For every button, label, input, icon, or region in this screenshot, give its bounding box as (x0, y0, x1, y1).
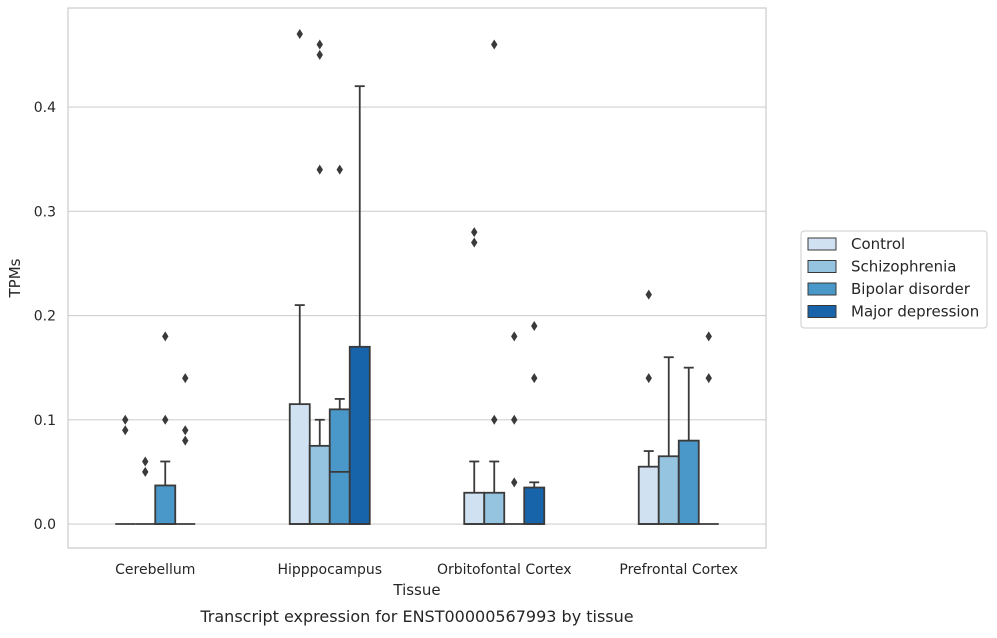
box-plot-box (348, 85, 371, 525)
chart-caption: Transcript expression for ENST0000056799… (199, 607, 633, 626)
box-rect (288, 403, 311, 525)
box-plot-box (504, 331, 525, 525)
box-rect (328, 408, 351, 525)
x-tick-label: Prefrontal Cortex (619, 562, 738, 578)
outlier-point (511, 331, 518, 342)
box-plot-box (154, 331, 177, 525)
x-tick-label: Orbitofontal Cortex (437, 562, 572, 578)
box-plot-box (523, 320, 546, 525)
box-plot-box (463, 227, 486, 525)
box-plot-box (288, 29, 311, 525)
outlier-point (182, 373, 189, 384)
x-axis-label: Tissue (392, 581, 440, 599)
outlier-point (645, 373, 652, 384)
outlier-point (471, 227, 478, 238)
outlier-point (471, 237, 478, 248)
outlier-point (705, 331, 712, 342)
legend-label: Bipolar disorder (851, 280, 971, 298)
box-rect (308, 444, 331, 525)
box-plot-box (308, 39, 331, 525)
box-rect (154, 484, 177, 525)
outlier-point (182, 435, 189, 446)
box-rect (637, 465, 660, 525)
outlier-point (531, 320, 538, 331)
outlier-point (491, 39, 498, 50)
outlier-point (182, 425, 189, 436)
box-plot-box (175, 373, 196, 525)
outlier-point (705, 373, 712, 384)
outlier-point (142, 456, 149, 467)
box-plot-box (637, 289, 660, 525)
box-plot-series (115, 29, 719, 525)
legend-label: Control (851, 235, 905, 253)
legend: Control Schizophrenia Bipolar disorder Majo… (800, 230, 988, 329)
box-rect (677, 439, 700, 525)
box-plot-box (115, 414, 136, 525)
axis-ticks: 0.0 0.1 0.2 0.3 0.4 Cerebellum Hipppocampus Orb… (34, 100, 738, 578)
box-rect (523, 486, 546, 525)
outlier-point (296, 29, 303, 40)
legend-box (800, 230, 988, 329)
box-plot-box (135, 456, 156, 525)
outlier-point (122, 425, 129, 436)
outlier-point (162, 414, 169, 425)
outlier-point (142, 466, 149, 477)
x-tick-label: Hipppocampus (277, 562, 382, 578)
legend-swatch (807, 237, 837, 251)
box-rect (657, 455, 680, 525)
outlier-point (511, 477, 518, 488)
y-tick-label: 0.4 (34, 100, 56, 116)
box-plot-box (657, 356, 680, 525)
y-tick-label: 0.3 (34, 204, 56, 220)
outlier-point (531, 373, 538, 384)
outlier-point (316, 164, 323, 175)
legend-label: Schizophrenia (851, 258, 956, 276)
y-axis-label: TPMs (6, 258, 24, 298)
box-plot-box (677, 366, 700, 525)
outlier-point (511, 414, 518, 425)
box-plot-box (698, 331, 719, 525)
legend-swatch (807, 260, 837, 273)
legend-swatch (807, 305, 837, 318)
legend-swatch (807, 282, 837, 296)
outlier-point (162, 331, 169, 342)
box-rect (348, 345, 371, 525)
plot-frame (67, 7, 767, 549)
y-tick-label: 0.1 (34, 413, 56, 429)
y-tick-label: 0.0 (34, 517, 56, 533)
box-rect (463, 491, 486, 525)
box-plot-box (483, 39, 506, 525)
outlier-point (316, 49, 323, 60)
x-tick-label: Cerebellum (115, 562, 195, 578)
outlier-point (316, 39, 323, 50)
legend-label: Major depression (851, 303, 979, 321)
y-tick-label: 0.2 (34, 309, 56, 325)
box-rect (483, 491, 506, 525)
outlier-point (645, 289, 652, 300)
outlier-point (336, 164, 343, 175)
outlier-point (122, 414, 129, 425)
outlier-point (491, 414, 498, 425)
